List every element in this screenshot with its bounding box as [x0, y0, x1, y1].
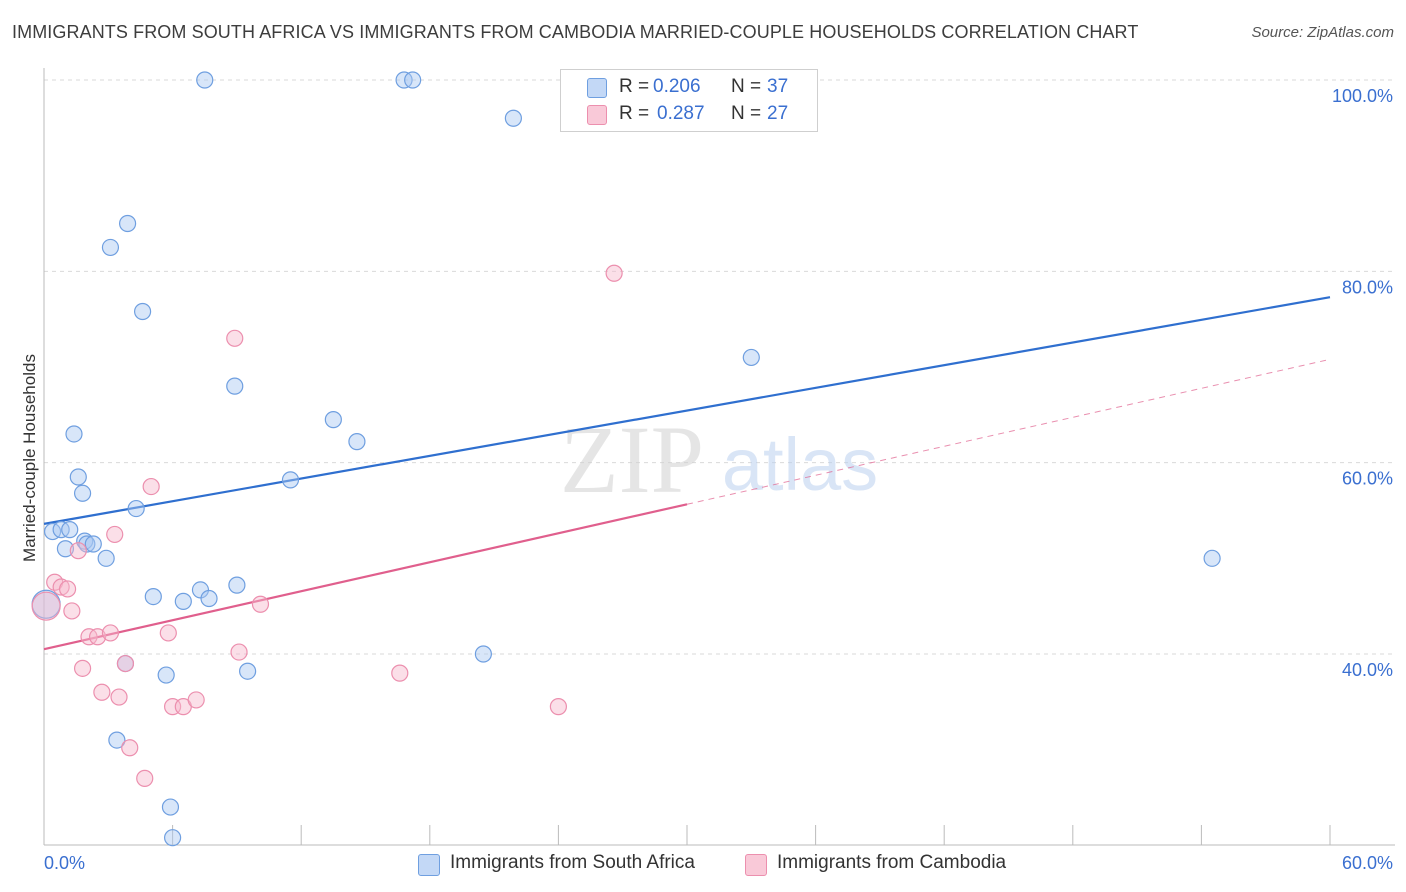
point-cambodia: [251, 595, 270, 613]
point-cambodia: [187, 691, 205, 709]
point-cambodia: [31, 591, 61, 621]
tick-labels: 40.0% 60.0% 80.0% 100.0% 0.0% 60.0%: [44, 86, 1393, 873]
bottom-legend-label-cambodia: Immigrants from Cambodia: [777, 852, 1007, 873]
trend-line-cambodia: [43, 503, 688, 651]
point-south-africa: [61, 521, 79, 539]
legend-r-value-cambodia: 0.287: [657, 103, 705, 124]
grid-lines: [44, 79, 1395, 655]
point-cambodia: [116, 654, 135, 673]
point-south-africa: [281, 471, 300, 489]
correlation-legend: R = 0.206 N = 37 R = 0.287 N = 27: [560, 69, 818, 132]
point-south-africa: [404, 71, 422, 89]
point-south-africa: [174, 592, 192, 610]
bottom-legend-swatch-cambodia: [745, 854, 767, 876]
point-south-africa: [69, 468, 87, 486]
point-cambodia: [230, 643, 248, 661]
legend-r-value-south-africa: 0.206: [653, 76, 701, 97]
point-cambodia: [52, 578, 70, 596]
point-south-africa: [118, 214, 137, 233]
source-credit: Source: ZipAtlas.com: [1251, 24, 1394, 41]
x-tick-label: 0.0%: [44, 853, 85, 873]
legend-r-label: R =: [619, 103, 650, 124]
point-cambodia: [110, 688, 128, 706]
y-tick-label: 80.0%: [1342, 277, 1393, 297]
point-cambodia: [391, 664, 409, 682]
y-tick-label: 40.0%: [1342, 660, 1393, 680]
point-cambodia: [605, 264, 623, 282]
y-tick-label: 100.0%: [1332, 86, 1393, 106]
trend-lines: [43, 296, 1331, 651]
trend-line-south-africa: [43, 296, 1331, 525]
legend-n-value-south-africa: 37: [767, 76, 789, 97]
point-cambodia: [69, 542, 87, 560]
watermark: ZIP atlas: [560, 406, 878, 513]
point-south-africa: [133, 302, 152, 321]
point-south-africa: [200, 589, 218, 608]
point-south-africa: [164, 829, 182, 847]
point-south-africa: [474, 645, 492, 663]
point-cambodia: [93, 683, 111, 701]
data-points: [31, 71, 1221, 847]
point-south-africa: [1203, 549, 1221, 567]
point-cambodia: [142, 477, 160, 496]
point-south-africa: [56, 540, 75, 558]
legend-r-label: R =: [619, 76, 650, 97]
point-cambodia: [101, 624, 120, 642]
point-cambodia: [63, 602, 81, 620]
legend-n-label: N =: [731, 103, 762, 124]
point-south-africa: [239, 662, 257, 680]
bottom-legend-label-south-africa: Immigrants from South Africa: [450, 852, 695, 873]
watermark-zip: ZIP: [560, 406, 704, 513]
legend-n-value-cambodia: 27: [767, 103, 789, 124]
bottom-legend-swatch-south-africa: [418, 854, 440, 876]
point-south-africa: [226, 377, 244, 395]
x-tick-label: 60.0%: [1342, 853, 1393, 873]
point-cambodia: [549, 698, 568, 716]
point-south-africa: [228, 576, 246, 594]
point-cambodia: [58, 580, 77, 598]
point-south-africa: [78, 535, 96, 553]
watermark-atlas: atlas: [722, 423, 878, 506]
point-south-africa: [97, 549, 115, 567]
point-south-africa: [73, 484, 92, 502]
point-cambodia: [226, 329, 244, 347]
legend-n-label: N =: [731, 76, 762, 97]
point-south-africa: [742, 348, 760, 367]
point-cambodia: [73, 659, 92, 677]
axes: [43, 68, 1395, 846]
legend-swatch-cambodia: [587, 105, 607, 125]
point-south-africa: [157, 666, 175, 684]
point-south-africa: [324, 411, 342, 429]
point-south-africa: [84, 535, 102, 553]
chart-title: IMMIGRANTS FROM SOUTH AFRICA VS IMMIGRAN…: [12, 22, 1139, 42]
point-cambodia: [121, 739, 139, 757]
legend-swatch-south-africa: [587, 78, 607, 98]
point-south-africa: [348, 433, 366, 451]
point-south-africa: [65, 425, 83, 443]
point-south-africa: [108, 731, 126, 749]
y-tick-label: 60.0%: [1342, 469, 1393, 489]
point-south-africa: [504, 109, 522, 127]
point-cambodia: [159, 624, 177, 642]
point-cambodia: [136, 769, 154, 787]
point-cambodia: [106, 525, 124, 544]
point-south-africa: [161, 798, 180, 816]
point-cambodia: [88, 628, 107, 646]
point-south-africa: [196, 71, 214, 89]
point-south-africa: [127, 499, 145, 518]
point-south-africa: [101, 238, 120, 257]
point-south-africa: [144, 587, 162, 606]
